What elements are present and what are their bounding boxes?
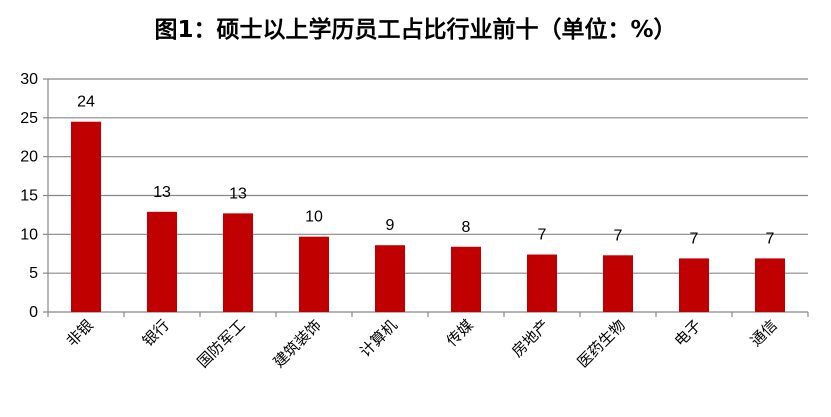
bar bbox=[451, 246, 481, 312]
category-label: 通信 bbox=[747, 316, 781, 350]
data-label: 13 bbox=[229, 185, 247, 202]
data-label: 10 bbox=[305, 209, 323, 226]
category-label: 计算机 bbox=[356, 316, 401, 361]
y-tick-label: 30 bbox=[20, 71, 38, 88]
data-label: 7 bbox=[538, 227, 547, 244]
category-label: 电子 bbox=[671, 316, 705, 350]
bar bbox=[147, 211, 177, 312]
bar bbox=[223, 213, 253, 312]
category-label: 传媒 bbox=[443, 316, 477, 350]
category-label: 房地产 bbox=[508, 316, 553, 361]
y-tick-label: 25 bbox=[20, 110, 38, 127]
data-label: 8 bbox=[462, 219, 471, 236]
category-label: 国防军工 bbox=[194, 316, 249, 371]
data-label: 7 bbox=[766, 230, 775, 247]
data-label: 13 bbox=[153, 184, 171, 201]
y-axis: 0 5 10 15 20 25 30 bbox=[20, 71, 49, 321]
category-label: 医药生物 bbox=[574, 316, 629, 371]
bars bbox=[71, 121, 785, 312]
bar bbox=[299, 236, 329, 312]
y-tick-label: 15 bbox=[20, 188, 38, 205]
data-label: 7 bbox=[690, 230, 699, 247]
category-label: 银行 bbox=[139, 316, 173, 350]
y-tick-label: 10 bbox=[20, 226, 38, 243]
bar bbox=[603, 255, 633, 312]
category-labels: 非银 银行 国防军工 建筑装饰 计算机 传媒 房地产 医药生物 电子 通信 bbox=[63, 316, 781, 371]
category-label: 非银 bbox=[63, 316, 97, 350]
bar bbox=[755, 258, 785, 312]
bar bbox=[71, 121, 101, 312]
data-label: 24 bbox=[77, 94, 95, 111]
x-axis bbox=[47, 311, 809, 317]
y-tick-label: 0 bbox=[29, 304, 38, 321]
data-label: 7 bbox=[614, 227, 623, 244]
y-tick-label: 20 bbox=[20, 149, 38, 166]
bar bbox=[375, 245, 405, 312]
data-labels: 24 13 13 10 9 8 7 7 7 7 bbox=[77, 94, 774, 248]
category-label: 建筑装饰 bbox=[270, 316, 325, 371]
data-label: 9 bbox=[386, 217, 395, 234]
bar bbox=[679, 258, 709, 312]
y-tick-label: 5 bbox=[29, 265, 38, 282]
bar bbox=[527, 254, 557, 312]
chart-title: 图1：硕士以上学历员工占比行业前十（单位：%） bbox=[154, 17, 677, 43]
